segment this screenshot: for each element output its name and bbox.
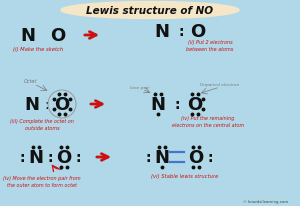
Text: :: : bbox=[174, 97, 180, 111]
Text: :: : bbox=[45, 97, 49, 111]
Text: O: O bbox=[188, 148, 204, 166]
Text: N: N bbox=[20, 27, 35, 45]
Text: (vi) Stable lewis structure: (vi) Stable lewis structure bbox=[151, 174, 219, 179]
Text: Unpaired electron: Unpaired electron bbox=[200, 83, 240, 87]
Text: (iii) Complete the octet on
outside atoms: (iii) Complete the octet on outside atom… bbox=[10, 119, 74, 130]
Text: N: N bbox=[28, 148, 44, 166]
Text: :: : bbox=[19, 150, 25, 164]
Text: :: : bbox=[178, 25, 184, 39]
Text: O: O bbox=[56, 148, 72, 166]
Text: (ii) Put 2 electrons
between the atoms: (ii) Put 2 electrons between the atoms bbox=[186, 40, 234, 51]
Text: Lewis structure of NO: Lewis structure of NO bbox=[86, 6, 214, 16]
Text: :: : bbox=[47, 150, 53, 164]
Text: N: N bbox=[154, 23, 169, 41]
Text: O: O bbox=[54, 96, 70, 114]
Text: (i) Make the sketch: (i) Make the sketch bbox=[13, 47, 63, 52]
Text: N: N bbox=[151, 96, 166, 114]
Text: N: N bbox=[25, 96, 40, 114]
Text: O: O bbox=[190, 23, 206, 41]
Text: (iv) Move the electron pair from
the outer atom to form octet: (iv) Move the electron pair from the out… bbox=[3, 176, 81, 187]
Text: :: : bbox=[145, 150, 151, 164]
Text: Octet: Octet bbox=[23, 79, 37, 84]
Text: :: : bbox=[207, 150, 213, 164]
Text: N: N bbox=[154, 148, 169, 166]
Text: (iv) Put the remaining
electrons on the central atom: (iv) Put the remaining electrons on the … bbox=[172, 116, 244, 127]
Text: :: : bbox=[75, 150, 81, 164]
Ellipse shape bbox=[61, 2, 239, 19]
Text: O: O bbox=[50, 27, 66, 45]
Text: O: O bbox=[188, 96, 202, 114]
Text: © knordsilearning.com: © knordsilearning.com bbox=[243, 199, 288, 203]
Text: lone pair: lone pair bbox=[130, 85, 150, 90]
